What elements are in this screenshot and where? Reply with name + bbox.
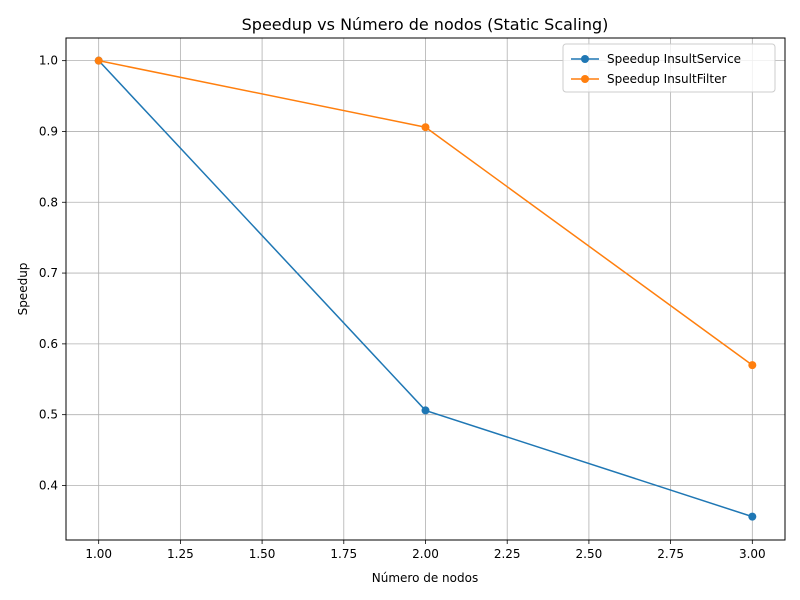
chart-title: Speedup vs Número de nodos (Static Scali… [242, 15, 609, 34]
legend-item: Speedup InsultFilter [571, 72, 726, 86]
x-axis-label: Número de nodos [372, 571, 478, 585]
data-point [421, 123, 430, 132]
y-tick-label: 0.5 [39, 408, 58, 422]
legend-box [562, 43, 776, 93]
legend-label: Speedup InsultFilter [607, 72, 726, 86]
x-axis-ticks: 1.00 1.25 1.50 1.75 2.00 2.25 2.50 2.75 3.00 [85, 540, 766, 561]
legend-item: Speedup InsultService [571, 52, 741, 66]
x-tick-label: 1.75 [330, 547, 357, 561]
x-tick-label: 1.50 [249, 547, 276, 561]
x-tick-label: 2.50 [576, 547, 603, 561]
x-tick-label: 3.00 [739, 547, 766, 561]
legend-label: Speedup InsultService [607, 52, 741, 66]
data-point [421, 406, 430, 415]
x-tick-label: 1.00 [85, 547, 112, 561]
plot-area-frame [65, 37, 786, 541]
grid-lines [66, 38, 785, 540]
y-tick-label: 0.8 [39, 195, 58, 209]
y-tick-label: 1.0 [39, 54, 58, 68]
y-axis-ticks: 0.4 0.5 0.6 0.7 0.8 0.9 1.0 [39, 54, 66, 492]
x-tick-label: 1.25 [167, 547, 194, 561]
y-tick-label: 0.6 [39, 337, 58, 351]
data-point [748, 512, 757, 521]
data-point [94, 56, 103, 65]
y-tick-label: 0.7 [39, 266, 58, 280]
y-axis-label: Speedup [16, 263, 30, 316]
series-2 [94, 56, 757, 370]
x-tick-label: 2.75 [657, 547, 684, 561]
legend: Speedup InsultService Speedup InsultFilte… [562, 43, 776, 93]
data-point [748, 361, 757, 370]
legend-marker [581, 75, 589, 83]
legend-marker [581, 55, 589, 63]
series-layer [94, 56, 757, 521]
y-tick-label: 0.4 [39, 478, 58, 492]
x-tick-label: 2.25 [494, 547, 521, 561]
y-tick-label: 0.9 [39, 124, 58, 138]
x-tick-label: 2.00 [412, 547, 439, 561]
